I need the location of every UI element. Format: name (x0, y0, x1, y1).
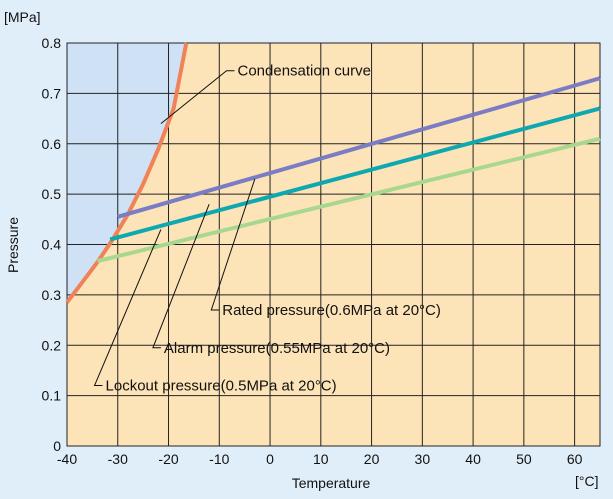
y-tick-label: 0.5 (42, 186, 62, 202)
y-tick-label: 0.8 (42, 35, 62, 51)
x-tick-label: -20 (158, 451, 178, 467)
x-tick-label: 50 (516, 451, 532, 467)
x-tick-label: 20 (364, 451, 380, 467)
x-tick-label: 40 (465, 451, 481, 467)
annotation-label: Rated pressure(0.6MPa at 20°C) (222, 302, 441, 319)
x-axis-label: Temperature (292, 475, 371, 491)
y-tick-label: 0.1 (42, 388, 62, 404)
y-unit-label: [MPa] (4, 9, 41, 25)
y-tick-label: 0 (53, 438, 61, 454)
x-tick-label: 0 (266, 451, 274, 467)
y-tick-label: 0.3 (42, 287, 62, 303)
annotation-label: Lockout pressure(0.5MPa at 20°C) (106, 378, 337, 395)
x-tick-label: -30 (108, 451, 128, 467)
annotation-label: Condensation curve (238, 63, 371, 80)
x-unit-label: [°C] (575, 473, 599, 489)
y-axis-label: Pressure (5, 217, 21, 273)
x-tick-label: 30 (415, 451, 431, 467)
y-tick-label: 0.7 (42, 85, 62, 101)
x-tick-label: -10 (209, 451, 229, 467)
x-tick-label: 60 (567, 451, 583, 467)
y-tick-label: 0.6 (42, 136, 62, 152)
y-tick-label: 0.2 (42, 337, 62, 353)
annotation-label: Alarm pressure(0.55MPa at 20°C) (164, 340, 390, 357)
x-tick-label: 10 (313, 451, 329, 467)
y-tick-label: 0.4 (42, 237, 62, 253)
